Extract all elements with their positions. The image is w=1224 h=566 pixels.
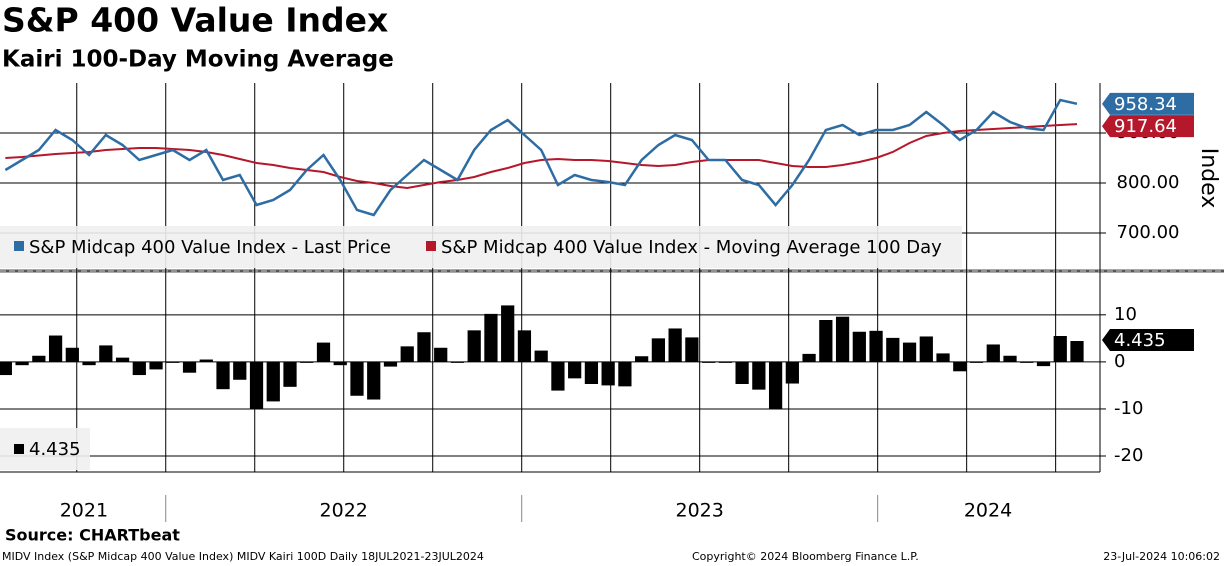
kairi-bar	[869, 330, 883, 362]
kairi-bar	[685, 337, 699, 362]
kairi-bar	[886, 337, 900, 362]
kairi-bar	[199, 359, 213, 362]
footer-center: Copyright© 2024 Bloomberg Finance L.P.	[692, 550, 919, 563]
kairi-bar	[434, 347, 448, 362]
kairi-bar	[936, 353, 950, 362]
kairi-bar	[501, 305, 515, 362]
value-tag-label: 4.435	[1114, 330, 1166, 351]
kairi-bar	[1070, 341, 1084, 362]
legend-swatch	[14, 241, 24, 251]
kairi-bar	[450, 361, 465, 363]
x-tick-label: 2023	[676, 500, 724, 522]
kairi-bar	[702, 361, 716, 363]
kairi-bar	[517, 330, 532, 362]
kairi-bar	[635, 356, 649, 362]
y-tick-label: -20	[1114, 445, 1143, 466]
kairi-bar	[819, 320, 833, 362]
kairi-bar	[132, 361, 146, 376]
kairi-bar	[99, 345, 113, 362]
legend-box	[0, 226, 962, 268]
kairi-bar	[768, 361, 783, 409]
kairi-bar	[467, 330, 481, 362]
kairi-bar	[1036, 361, 1051, 367]
y-tick-label: 10	[1114, 304, 1137, 325]
chart-title: S&P 400 Value Index	[2, 1, 388, 40]
kairi-bar	[82, 361, 96, 366]
legend-swatch	[426, 241, 436, 251]
kairi-bar	[534, 350, 548, 362]
kairi-bar	[1053, 336, 1067, 362]
kairi-bar	[1020, 361, 1034, 363]
y-axis-label: Index	[1196, 148, 1221, 209]
kairi-bar	[333, 361, 347, 366]
value-tag	[1102, 115, 1194, 138]
kairi-bar	[752, 361, 766, 390]
kairi-bar	[852, 331, 866, 362]
y-tick-label: -10	[1114, 398, 1143, 419]
kairi-bar	[919, 336, 933, 362]
kairi-bar	[651, 338, 666, 362]
kairi-bar	[65, 347, 79, 362]
kairi-bar	[400, 346, 414, 362]
kairi-bar	[233, 361, 247, 380]
kairi-bar	[551, 361, 565, 391]
kairi-bar	[969, 361, 984, 363]
kairi-bar	[718, 361, 732, 363]
legend-label: S&P Midcap 400 Value Index - Last Price	[29, 237, 391, 258]
x-tick-label: 2022	[320, 500, 368, 522]
kairi-bar	[835, 316, 850, 362]
kairi-bar	[48, 335, 63, 362]
kairi-bar	[283, 361, 297, 387]
y-tick-label: 700.00	[1117, 222, 1180, 243]
kairi-bar	[383, 361, 398, 367]
kairi-bar	[568, 361, 582, 379]
kairi-bar	[182, 361, 197, 373]
kairi-bar	[785, 361, 799, 384]
legend-label: 4.435	[29, 439, 81, 460]
source: Source: CHARTbeat	[5, 526, 180, 545]
legend-swatch	[14, 444, 24, 454]
x-tick-label: 2024	[964, 500, 1012, 522]
kairi-bar	[668, 328, 682, 362]
kairi-bar	[32, 355, 46, 362]
value-tag-label: 917.64	[1114, 116, 1177, 137]
footer-right: 23-Jul-2024 10:06:02	[1103, 550, 1220, 563]
price-line	[5, 123, 1078, 190]
kairi-bar	[601, 361, 615, 386]
y-tick-label: 0	[1114, 351, 1125, 372]
legend-label: S&P Midcap 400 Value Index - Moving Aver…	[441, 237, 942, 258]
kairi-bar	[484, 313, 498, 362]
kairi-bar	[986, 344, 1000, 362]
kairi-bar	[249, 361, 264, 409]
kairi-bar	[15, 361, 29, 366]
footer-left: MIDV Index (S&P Midcap 400 Value Index) …	[2, 550, 484, 563]
kairi-bar	[367, 361, 381, 400]
kairi-bar	[149, 361, 163, 370]
value-tag-label: 958.34	[1114, 94, 1177, 115]
chart-subtitle: Kairi 100-Day Moving Average	[2, 47, 394, 73]
kairi-bar	[618, 361, 632, 387]
value-tag	[1102, 329, 1194, 352]
kairi-bar	[166, 361, 180, 363]
kairi-bar	[115, 357, 130, 362]
value-tag	[1102, 92, 1194, 115]
kairi-bar	[0, 361, 12, 376]
kairi-bar	[735, 361, 749, 384]
kairi-bar	[300, 361, 314, 363]
y-tick-label: 800.00	[1117, 172, 1180, 193]
kairi-bar	[266, 361, 280, 402]
kairi-bar	[902, 342, 917, 362]
kairi-bar	[216, 361, 230, 390]
kairi-bar	[802, 353, 816, 362]
kairi-bar	[417, 332, 431, 362]
kairi-bar	[953, 361, 967, 372]
kairi-bar	[584, 361, 599, 384]
price-line	[4, 98, 1078, 217]
kairi-bar	[350, 361, 364, 396]
kairi-bar	[316, 342, 331, 362]
kairi-bar	[1003, 355, 1017, 362]
x-tick-label: 2021	[60, 500, 108, 522]
